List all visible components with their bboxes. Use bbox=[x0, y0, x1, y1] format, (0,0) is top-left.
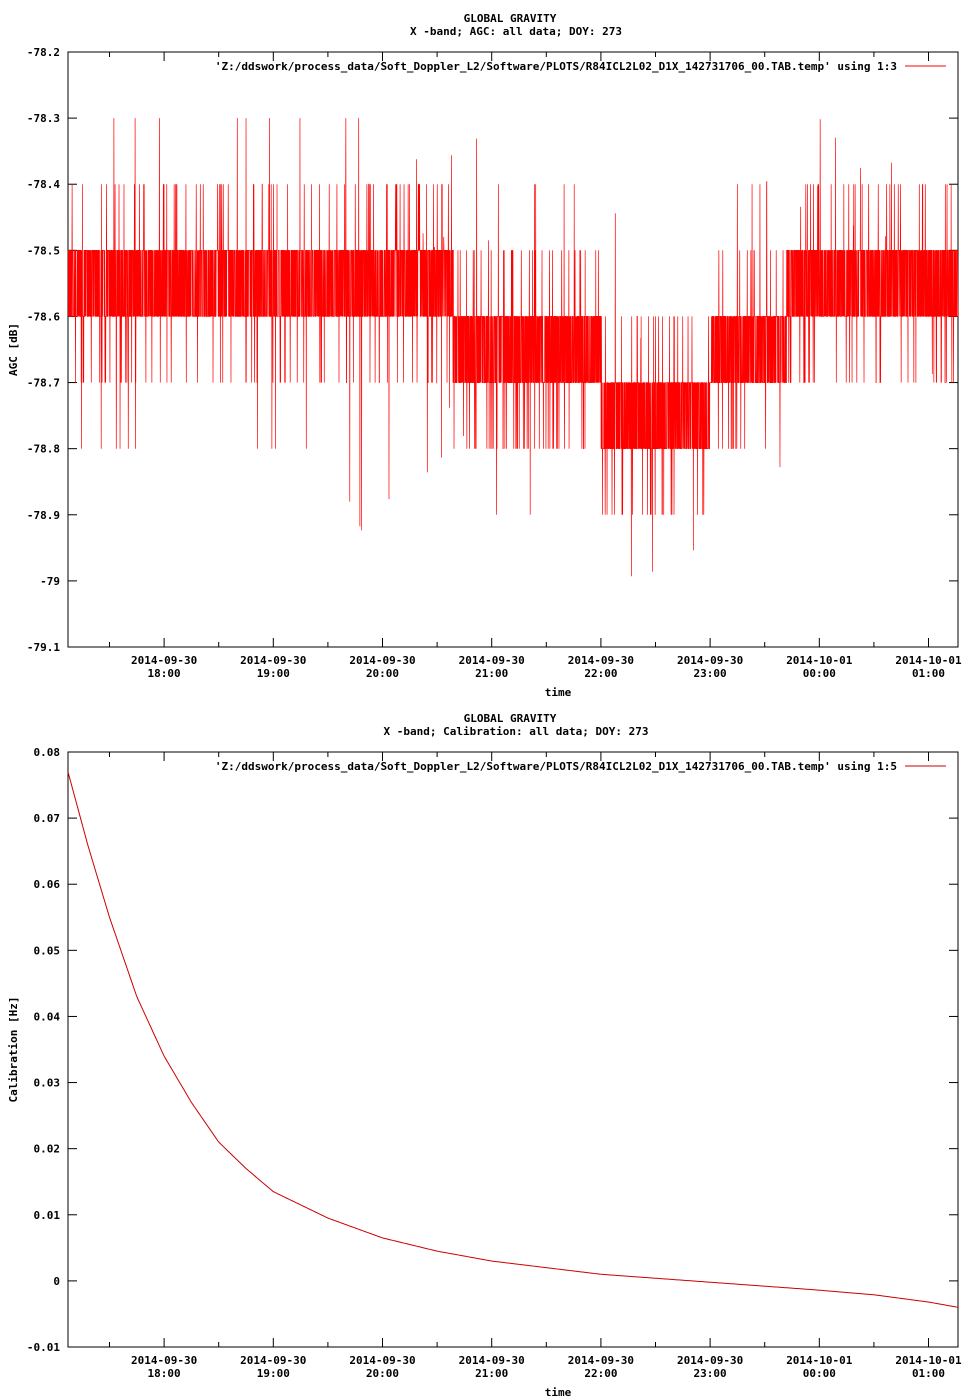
x-tick-time-label: 22:00 bbox=[584, 1367, 617, 1380]
y-tick-label: -78.9 bbox=[27, 509, 60, 522]
x-tick-time-label: 23:00 bbox=[694, 667, 727, 680]
y-tick-label: -78.8 bbox=[27, 443, 60, 456]
x-tick-date-label: 2014-10-01 bbox=[895, 654, 962, 667]
x-tick-time-label: 18:00 bbox=[148, 1367, 181, 1380]
y-tick-label: -78.6 bbox=[27, 310, 60, 323]
x-tick-time-label: 01:00 bbox=[912, 667, 945, 680]
y-tick-label: 0.05 bbox=[34, 944, 61, 957]
plot-frame bbox=[67, 51, 959, 648]
y-axis-label: Calibration [Hz] bbox=[7, 997, 20, 1103]
y-tick-label: -0.01 bbox=[27, 1341, 60, 1354]
x-tick-time-label: 21:00 bbox=[475, 667, 508, 680]
chart-subtitle: X -band; Calibration: all data; DOY: 273 bbox=[384, 725, 649, 738]
y-tick-label: 0 bbox=[53, 1275, 60, 1288]
plot-frame bbox=[67, 751, 959, 1348]
x-tick-date-label: 2014-09-30 bbox=[349, 1354, 415, 1367]
x-tick-date-label: 2014-10-01 bbox=[786, 654, 853, 667]
x-tick-date-label: 2014-09-30 bbox=[349, 654, 415, 667]
calibration-series-line bbox=[67, 771, 959, 1308]
y-axis-label: AGC [dB] bbox=[7, 323, 20, 376]
x-tick-date-label: 2014-09-30 bbox=[240, 1354, 306, 1367]
x-tick-date-label: 2014-09-30 bbox=[459, 654, 525, 667]
x-tick-time-label: 18:00 bbox=[148, 667, 181, 680]
y-tick-label: -78.2 bbox=[27, 46, 60, 59]
y-tick-label: 0.03 bbox=[34, 1077, 61, 1090]
chart-title: GLOBAL GRAVITY bbox=[464, 12, 557, 25]
y-tick-label: 0.07 bbox=[34, 812, 61, 825]
x-tick-time-label: 23:00 bbox=[694, 1367, 727, 1380]
x-tick-date-label: 2014-09-30 bbox=[240, 654, 306, 667]
x-tick-date-label: 2014-09-30 bbox=[131, 654, 197, 667]
y-tick-label: -78.3 bbox=[27, 112, 60, 125]
x-tick-date-label: 2014-09-30 bbox=[131, 1354, 197, 1367]
y-tick-label: -78.7 bbox=[27, 377, 60, 390]
y-tick-label: 0.06 bbox=[34, 878, 61, 891]
legend-label: 'Z:/ddswork/process_data/Soft_Doppler_L2… bbox=[215, 760, 897, 773]
y-tick-label: 0.08 bbox=[34, 746, 61, 759]
x-tick-date-label: 2014-10-01 bbox=[895, 1354, 962, 1367]
x-tick-time-label: 21:00 bbox=[475, 1367, 508, 1380]
agc-series-line bbox=[67, 118, 959, 577]
x-tick-time-label: 01:00 bbox=[912, 1367, 945, 1380]
x-tick-time-label: 20:00 bbox=[366, 1367, 399, 1380]
x-tick-time-label: 20:00 bbox=[366, 667, 399, 680]
x-tick-date-label: 2014-09-30 bbox=[677, 1354, 743, 1367]
x-axis-label: time bbox=[545, 1386, 572, 1399]
y-tick-label: -78.5 bbox=[27, 244, 60, 257]
y-tick-label: -79 bbox=[40, 575, 60, 588]
chart-title: GLOBAL GRAVITY bbox=[464, 712, 557, 725]
x-tick-time-label: 00:00 bbox=[803, 667, 836, 680]
x-tick-date-label: 2014-10-01 bbox=[786, 1354, 853, 1367]
x-tick-time-label: 19:00 bbox=[257, 667, 290, 680]
x-axis-label: time bbox=[545, 686, 572, 699]
x-tick-date-label: 2014-09-30 bbox=[568, 654, 634, 667]
y-tick-label: 0.02 bbox=[34, 1143, 61, 1156]
legend-label: 'Z:/ddswork/process_data/Soft_Doppler_L2… bbox=[215, 60, 897, 73]
x-tick-time-label: 19:00 bbox=[257, 1367, 290, 1380]
y-tick-label: -79.1 bbox=[27, 641, 60, 654]
y-tick-label: 0.01 bbox=[34, 1209, 61, 1222]
x-tick-date-label: 2014-09-30 bbox=[677, 654, 743, 667]
x-tick-time-label: 00:00 bbox=[803, 1367, 836, 1380]
x-tick-date-label: 2014-09-30 bbox=[459, 1354, 525, 1367]
y-tick-label: -78.4 bbox=[27, 178, 60, 191]
x-tick-time-label: 22:00 bbox=[584, 667, 617, 680]
chart-subtitle: X -band; AGC: all data; DOY: 273 bbox=[410, 25, 622, 38]
x-tick-date-label: 2014-09-30 bbox=[568, 1354, 634, 1367]
y-tick-label: 0.04 bbox=[34, 1010, 61, 1023]
